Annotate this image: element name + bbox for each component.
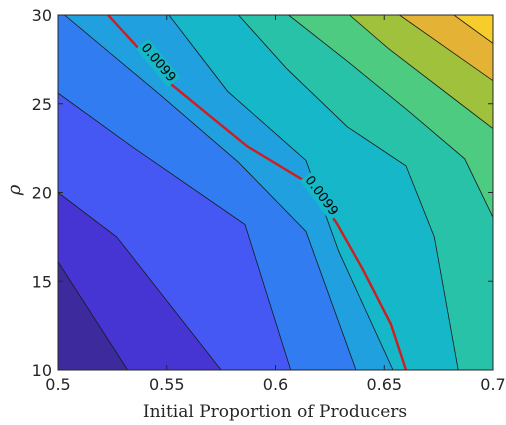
contour-label-background [299, 171, 343, 221]
y-tick-label: 20 [32, 184, 52, 203]
y-tick-label: 15 [32, 272, 52, 291]
x-tick-label: 0.65 [366, 375, 402, 394]
contour-line [349, 15, 493, 129]
contour-label-background [135, 38, 181, 88]
y-tick-label: 25 [32, 95, 52, 114]
contour-line [399, 15, 493, 82]
contour-line [168, 15, 394, 370]
x-axis-label: Initial Proportion of Producers [143, 402, 407, 422]
x-tick-label: 0.55 [149, 375, 185, 394]
contour-line [58, 261, 128, 370]
contour-line [238, 15, 459, 370]
contour-line [58, 192, 222, 370]
axes: 0.5 0.55 0.6 0.65 0.7 10 15 20 25 30 [32, 6, 506, 394]
contour-line [288, 15, 493, 218]
plot-area [58, 15, 493, 370]
contour-line [58, 92, 292, 370]
y-tick-label: 30 [32, 6, 52, 25]
y-tick-label: 10 [32, 361, 52, 380]
contour-line [453, 15, 493, 44]
x-tick-label: 0.7 [480, 375, 505, 394]
y-axis-label: ρ [4, 184, 25, 196]
x-tick-label: 0.5 [45, 375, 70, 394]
x-tick-label: 0.6 [263, 375, 288, 394]
contour-lines [58, 15, 493, 370]
contour-line [64, 15, 357, 370]
